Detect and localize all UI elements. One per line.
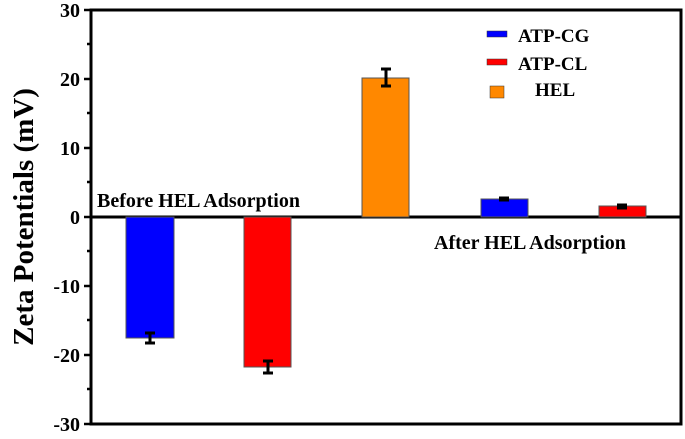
bar-after-atp-cg xyxy=(480,198,529,218)
y-tick-m10: -10 xyxy=(53,276,80,298)
bar-before-atp-cl xyxy=(243,216,292,368)
bar-before-atp-cg xyxy=(125,216,175,339)
y-axis-ticks xyxy=(84,8,91,426)
legend-swatch-atp-cg xyxy=(486,30,508,38)
y-tick-m30: -30 xyxy=(53,414,80,434)
error-bars xyxy=(145,67,627,375)
y-tick-0: 0 xyxy=(70,207,80,229)
annotation-after: After HEL Adsorption xyxy=(434,232,626,254)
y-tick-labels: 30 20 10 0 -10 -20 -30 xyxy=(53,0,80,436)
legend-label-hel: HEL xyxy=(535,80,575,101)
y-axis-label: Zeta Potentials (mV) xyxy=(8,88,40,346)
annotation-before: Before HEL Adsorption xyxy=(97,190,300,212)
legend-label-atp-cl: ATP-CL xyxy=(518,54,587,75)
y-tick-m20: -20 xyxy=(53,345,80,367)
legend-swatch-hel xyxy=(489,85,505,99)
y-tick-10: 10 xyxy=(60,138,80,160)
bar-hel xyxy=(361,77,410,218)
legend-label-atp-cg: ATP-CG xyxy=(518,26,590,47)
bars xyxy=(125,77,647,368)
legend-swatch-atp-cl xyxy=(486,58,508,66)
y-tick-30: 30 xyxy=(60,0,80,22)
y-tick-20: 20 xyxy=(60,69,80,91)
legend: ATP-CG ATP-CL HEL xyxy=(486,26,590,101)
